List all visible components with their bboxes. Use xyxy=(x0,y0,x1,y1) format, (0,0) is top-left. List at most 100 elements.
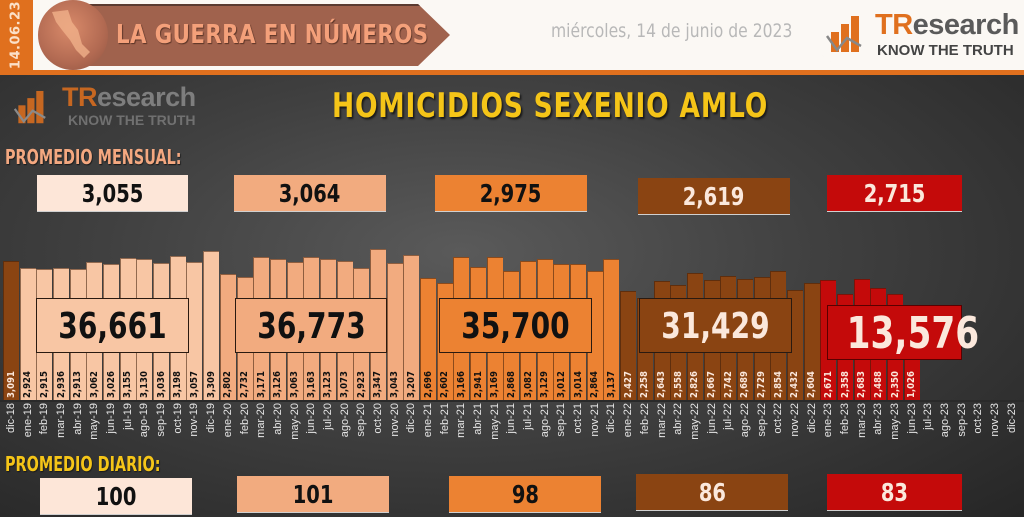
x-tick-feb-21: feb-21 xyxy=(438,403,451,435)
bar-value-label: 3,026 xyxy=(105,371,117,398)
bar-value-label: 2,923 xyxy=(355,371,367,398)
bar-value-label: 2,358 xyxy=(839,371,851,398)
bar-dic-19: 3,309 xyxy=(203,251,220,400)
x-tick-dic-23: dic-23 xyxy=(1005,403,1018,433)
x-tick-ago-19: ago-19 xyxy=(138,403,151,438)
date-long: miércoles, 14 de junio de 2023 xyxy=(551,20,793,42)
bar-value-label: 2,427 xyxy=(622,371,634,398)
monthly-avg-2021: 2,975 xyxy=(435,175,587,212)
x-tick-mar-20: mar-20 xyxy=(255,403,268,438)
x-tick-dic-20: dic-20 xyxy=(405,403,418,433)
x-tick-nov-22: nov-22 xyxy=(788,403,801,437)
bar-ene-19: 2,924 xyxy=(19,268,36,400)
x-tick-feb-22: feb-22 xyxy=(638,403,651,435)
x-tick-jul-22: jul-22 xyxy=(722,403,735,430)
mexico-map-icon xyxy=(38,0,108,70)
bar-value-label: 2,913 xyxy=(72,371,84,398)
x-tick-jul-20: jul-20 xyxy=(321,403,334,430)
annual-total-2020: 36,773 xyxy=(235,298,387,353)
x-tick-sep-20: sep-20 xyxy=(355,403,368,437)
x-tick-jun-23: jun-23 xyxy=(905,403,918,434)
bar-value-label: 3,163 xyxy=(305,371,317,398)
daily-avg-2022: 86 xyxy=(636,474,788,511)
header-divider xyxy=(0,70,1024,75)
x-tick-may-22: may-22 xyxy=(688,403,701,440)
bar-value-label: 3,169 xyxy=(489,371,501,398)
bar-value-label: 3,129 xyxy=(539,371,551,398)
x-tick-dic-21: dic-21 xyxy=(605,403,618,433)
monthly-avg-2020: 3,064 xyxy=(234,175,386,212)
x-axis-line xyxy=(0,400,1024,402)
x-tick-ago-21: ago-21 xyxy=(538,403,551,438)
daily-avg-2019: 100 xyxy=(40,478,192,515)
bar-value-label: 2,689 xyxy=(739,371,751,398)
bar-value-label: 3,198 xyxy=(172,371,184,398)
bar-value-label: 3,126 xyxy=(272,371,284,398)
x-tick-jul-23: jul-23 xyxy=(922,403,935,430)
bar-value-label: 2,432 xyxy=(789,371,801,398)
bar-value-label: 2,667 xyxy=(706,371,718,398)
x-tick-oct-21: oct-21 xyxy=(572,403,585,434)
banner-arrow-shape xyxy=(80,4,450,66)
x-tick-ene-19: ene-19 xyxy=(21,403,34,438)
bar-value-label: 3,207 xyxy=(405,371,417,398)
x-tick-ene-20: ene-20 xyxy=(221,403,234,438)
bar-value-label: 2,936 xyxy=(55,371,67,398)
banner-title: LA GUERRA EN NÚMEROS xyxy=(116,20,429,50)
daily-avg-2023: 83 xyxy=(827,474,962,511)
bar-value-label: 2,854 xyxy=(772,371,784,398)
bar-value-label: 2,915 xyxy=(38,371,50,398)
x-tick-mar-19: mar-19 xyxy=(55,403,68,438)
bar-value-label: 2,826 xyxy=(689,371,701,398)
x-axis-labels: dic-18 ene-19 feb-19 mar-19 abr-19 may-19 jun-… xyxy=(0,403,1024,449)
monthly-avg-2023: 2,715 xyxy=(827,175,962,212)
x-tick-ene-23: ene-23 xyxy=(822,403,835,438)
bar-value-label: 3,062 xyxy=(88,371,100,398)
logo-wordmark: TResearch xyxy=(62,82,196,112)
bar-value-label: 2,602 xyxy=(439,371,451,398)
x-tick-mar-23: mar-23 xyxy=(855,403,868,438)
bar-value-label: 2,732 xyxy=(239,371,251,398)
monthly-avg-2019: 3,055 xyxy=(37,175,188,212)
x-tick-ene-22: ene-22 xyxy=(622,403,635,438)
x-tick-nov-23: nov-23 xyxy=(989,403,1002,437)
logo-tagline: KNOW THE TRUTH xyxy=(877,42,1014,59)
x-tick-abr-19: abr-19 xyxy=(71,403,84,435)
x-tick-feb-23: feb-23 xyxy=(839,403,851,435)
x-tick-feb-19: feb-19 xyxy=(38,403,51,435)
bar-value-label: 2,643 xyxy=(656,371,668,398)
x-tick-mar-21: mar-21 xyxy=(455,403,468,438)
daily-avg-2020: 101 xyxy=(237,476,389,513)
bar-value-label: 2,350 xyxy=(889,371,901,398)
bar-value-label: 2,604 xyxy=(806,371,818,398)
x-tick-feb-20: feb-20 xyxy=(238,403,251,435)
x-tick-ago-20: ago-20 xyxy=(338,403,351,438)
bar-value-label: 1,026 xyxy=(906,371,918,398)
x-tick-may-23: may-23 xyxy=(889,403,902,440)
bar-value-label: 3,309 xyxy=(205,371,217,398)
bar-value-label: 2,729 xyxy=(756,371,768,398)
x-tick-sep-21: sep-21 xyxy=(555,403,568,437)
bar-value-label: 3,166 xyxy=(455,371,467,398)
annual-total-2019: 36,661 xyxy=(36,298,189,353)
x-tick-may-19: may-19 xyxy=(88,403,101,440)
monthly-avg-2022: 2,619 xyxy=(638,178,790,215)
bar-dic-20: 3,207 xyxy=(403,255,420,400)
bar-value-label: 3,082 xyxy=(522,371,534,398)
x-tick-dic-22: dic-22 xyxy=(805,403,818,433)
bar-value-label: 2,868 xyxy=(505,371,517,398)
x-tick-ene-21: ene-21 xyxy=(422,403,434,438)
x-tick-oct-19: oct-19 xyxy=(171,403,184,434)
bar-value-label: 3,073 xyxy=(339,371,351,398)
logo-wordmark: TResearch xyxy=(875,9,1019,41)
daily-avg-2021: 98 xyxy=(449,476,601,513)
bar-value-label: 2,924 xyxy=(22,371,34,398)
bar-value-label: 3,012 xyxy=(555,371,567,398)
x-tick-jul-21: jul-21 xyxy=(522,403,535,430)
x-tick-mar-22: mar-22 xyxy=(655,403,668,438)
bar-value-label: 2,558 xyxy=(672,371,684,398)
x-tick-jun-19: jun-19 xyxy=(105,403,118,434)
x-tick-nov-21: nov-21 xyxy=(588,403,601,437)
bar-value-label: 3,057 xyxy=(188,371,200,398)
bar-value-label: 3,043 xyxy=(389,371,401,398)
